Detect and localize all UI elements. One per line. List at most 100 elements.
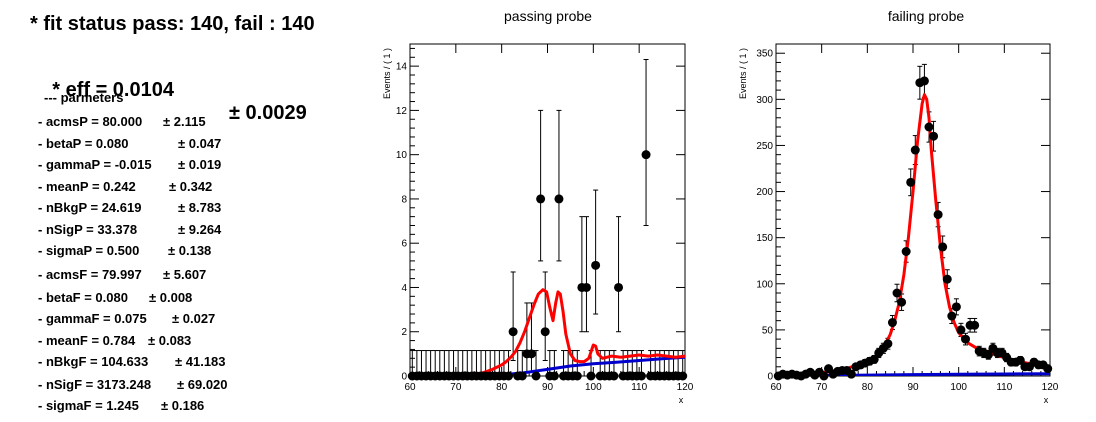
y-tick-label: 8 — [401, 194, 407, 205]
x-tick-label: 110 — [996, 382, 1012, 393]
data-point — [581, 282, 591, 292]
data-point — [897, 297, 907, 307]
x-tick-label: 120 — [1042, 382, 1059, 393]
parameter-value: - gammaP = -0.015 — [38, 157, 152, 172]
passing-probe-chart: passing probe 60 70 80 90 100 110 120 0 2 4 6 8 10 12 1… — [382, 8, 694, 405]
parameter-error: ± 8.783 — [178, 200, 222, 215]
parameter-row: - sigmaP = 0.500 ± 0.138 — [38, 243, 211, 258]
parameter-value: - nSigF = 3173.248 — [38, 377, 152, 392]
x-tick-label: 60 — [770, 382, 782, 393]
parameter-row: - acmsF = 79.997 ± 5.607 — [38, 267, 206, 282]
parameter-value: - acmsP = 80.000 — [38, 114, 143, 129]
parameter-row: - betaP = 0.080 ± 0.047 — [38, 136, 221, 151]
parameter-value: - nBkgP = 24.619 — [38, 200, 142, 215]
data-point — [609, 371, 619, 381]
data-point — [983, 350, 993, 360]
y-tick-label: 14 — [396, 62, 408, 73]
data-point — [951, 302, 961, 312]
data-point — [929, 131, 939, 141]
x-tick-label: 80 — [862, 382, 874, 393]
data-point — [919, 76, 929, 86]
parameter-error: ± 0.342 — [169, 179, 213, 194]
data-point — [819, 371, 829, 381]
data-point — [942, 274, 952, 284]
data-point — [961, 334, 971, 344]
x-axis-label: x — [1044, 395, 1049, 405]
parameter-value: - betaP = 0.080 — [38, 136, 129, 151]
y-tick-label: 0 — [767, 372, 773, 383]
x-tick-label: 70 — [816, 382, 828, 393]
parameter-row: - nBkgF = 104.633 ± 41.183 — [38, 354, 226, 369]
parameter-row: - acmsP = 80.000 ± 2.115 — [38, 114, 206, 129]
x-tick-label: 80 — [496, 382, 508, 393]
parameter-error: ± 0.047 — [178, 136, 222, 151]
data-point — [508, 327, 518, 337]
parameter-error: ± 0.186 — [161, 398, 205, 413]
data-point — [892, 288, 902, 298]
data-point — [572, 371, 582, 381]
y-tick-label: 2 — [401, 327, 407, 338]
data-point — [869, 354, 879, 364]
y-tick-label: 200 — [756, 187, 773, 198]
data-point — [586, 371, 596, 381]
parameter-value: - sigmaP = 0.500 — [38, 243, 140, 258]
efficiency-value: * eff = 0.0104 — [52, 79, 174, 101]
parameter-row: - nBkgP = 24.619 ± 8.783 — [38, 200, 221, 215]
data-point — [641, 150, 651, 160]
fit-status-text: * fit status pass: 140, fail : 140 — [30, 13, 315, 35]
parameter-row: - meanP = 0.242 ± 0.342 — [38, 179, 212, 194]
chart-title: passing probe — [504, 8, 592, 24]
parameter-error: ± 41.183 — [175, 354, 226, 369]
x-tick-label: 100 — [950, 382, 967, 393]
parameter-error: ± 0.083 — [148, 333, 192, 348]
parameter-row: - nSigF = 3173.248 ± 69.020 — [38, 377, 228, 392]
x-tick-label: 100 — [585, 382, 602, 393]
parameter-row: - betaF = 0.080 ± 0.008 — [38, 290, 192, 305]
fit-result-panel: * fit status pass: 140, fail : 140 * eff… — [0, 0, 360, 422]
data-point — [549, 371, 559, 381]
y-tick-label: 100 — [756, 279, 773, 290]
y-tick-label: 6 — [401, 239, 407, 250]
data-point — [614, 282, 624, 292]
y-tick-label: 250 — [756, 141, 773, 152]
y-axis-label: Events / ( 1 ) — [382, 48, 392, 99]
data-point — [901, 247, 911, 256]
parameter-value: - betaF = 0.080 — [38, 290, 128, 305]
x-tick-label: 60 — [404, 382, 416, 393]
data-point — [678, 371, 688, 381]
parameter-value: - meanP = 0.242 — [38, 179, 136, 194]
data-point — [887, 318, 897, 328]
parameter-row: - sigmaF = 1.245 ± 0.186 — [38, 398, 204, 413]
parameter-error: ± 0.027 — [172, 311, 216, 326]
parameter-error: ± 0.008 — [149, 290, 193, 305]
x-tick-label: 90 — [907, 382, 919, 393]
data-point — [1015, 355, 1025, 365]
data-point — [956, 325, 966, 335]
data-point — [970, 320, 980, 330]
x-tick-label: 120 — [677, 382, 694, 393]
parameter-error: ± 0.019 — [178, 157, 222, 172]
y-tick-label: 50 — [762, 325, 774, 336]
parameter-error: ± 0.138 — [168, 243, 212, 258]
total-fit-curve — [776, 93, 1050, 376]
parameter-value: - acmsF = 79.997 — [38, 267, 142, 282]
data-point — [504, 371, 514, 381]
parameter-error: ± 9.264 — [178, 222, 222, 237]
plot-frame — [775, 43, 1051, 377]
data-point — [938, 242, 948, 252]
parameter-value: - sigmaF = 1.245 — [38, 398, 139, 413]
data-point — [924, 122, 934, 132]
y-tick-label: 4 — [401, 283, 407, 294]
data-point — [636, 371, 646, 381]
data-point — [591, 260, 601, 270]
x-axis-label: x — [679, 395, 684, 405]
data-point — [536, 194, 546, 204]
data-point — [947, 311, 957, 321]
parameter-value: - meanF = 0.784 — [38, 333, 136, 348]
plot-frame — [409, 43, 686, 377]
failing-probe-chart: failing probe 60 70 80 90 100 110 120 0 50 100 150 2… — [738, 8, 1059, 405]
parameter-error: ± 2.115 — [163, 114, 206, 129]
data-point — [933, 210, 943, 220]
parameter-error: ± 5.607 — [163, 267, 207, 282]
data-point — [1043, 364, 1053, 374]
